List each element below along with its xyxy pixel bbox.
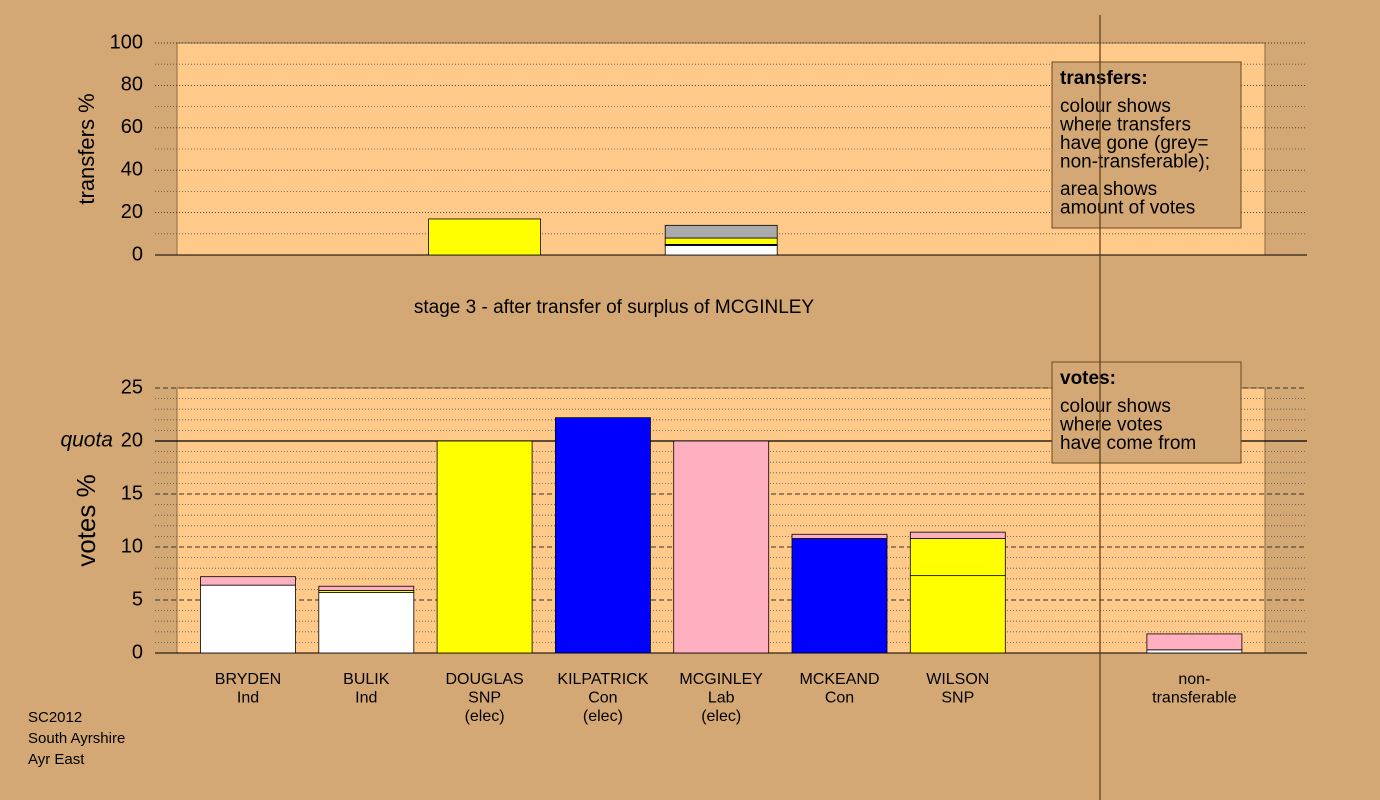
legend-text: colour shows (1060, 96, 1171, 117)
x-tick-label: WILSON (926, 671, 989, 688)
footer-text: Ayr East (28, 751, 85, 768)
bar-segment (555, 417, 651, 654)
bar-segment (1146, 633, 1243, 651)
legend-text: colour shows (1060, 396, 1171, 417)
y-tick-label: 0 (132, 243, 143, 265)
bar-segment (664, 224, 778, 239)
legend-box (1051, 61, 1242, 229)
legend-text: area shows (1060, 179, 1157, 200)
chart-subtitle: stage 3 - after transfer of surplus of M… (414, 297, 815, 318)
bar-segment (200, 576, 296, 586)
y-axis-label: votes % (71, 474, 101, 567)
legend-title: transfers: (1060, 68, 1148, 89)
bar-segment (200, 584, 296, 654)
y-tick-label: 80 (121, 74, 143, 96)
legend-box (1051, 361, 1242, 464)
y-tick-label: 100 (110, 31, 143, 53)
y-tick-label: 40 (121, 158, 143, 180)
x-tick-label: DOUGLAS (445, 671, 523, 688)
x-tick-label: SNP (941, 690, 974, 707)
bar-segment (909, 538, 1006, 577)
bar-segment (909, 575, 1006, 654)
bar-segment (318, 585, 415, 591)
bar-segment (791, 538, 888, 654)
legend-text: where votes (1059, 415, 1162, 436)
x-tick-label: Lab (708, 690, 735, 707)
y-tick-label: 20 (121, 429, 143, 451)
x-tick-label: BULIK (343, 671, 390, 688)
legend-text: non-transferable); (1060, 152, 1210, 173)
bar-segment (664, 245, 778, 256)
x-tick-label: Con (588, 690, 617, 707)
x-tick-label: (elec) (465, 708, 505, 725)
y-tick-label: 10 (121, 535, 143, 557)
bar-segment (673, 440, 770, 654)
x-tick-label: KILPATRICK (557, 671, 648, 688)
bar-segment (428, 218, 542, 256)
x-tick-label: MCKEAND (799, 671, 879, 688)
quota-label: quota (60, 429, 113, 452)
bar-segment (1146, 649, 1243, 654)
legend-text: amount of votes (1060, 198, 1195, 219)
x-tick-label: Con (825, 690, 854, 707)
legend-title: votes: (1060, 368, 1116, 389)
bar-segment (436, 440, 533, 654)
footer-text: South Ayrshire (28, 730, 125, 747)
bar-segment (909, 531, 1006, 539)
y-tick-label: 25 (121, 376, 143, 398)
x-tick-label: (elec) (701, 708, 741, 725)
legend-text: have gone (grey= (1060, 133, 1208, 154)
legend-text: where transfers (1059, 115, 1191, 136)
x-tick-label: transferable (1152, 690, 1237, 707)
x-tick-label: Ind (237, 690, 259, 707)
y-tick-label: 15 (121, 482, 143, 504)
bar-segment (664, 237, 778, 245)
bar-segment (791, 533, 888, 539)
bar-segment (318, 592, 415, 654)
y-tick-label: 5 (132, 588, 143, 610)
y-tick-label: 20 (121, 201, 143, 223)
x-tick-label: BRYDEN (215, 671, 281, 688)
y-tick-label: 60 (121, 116, 143, 138)
x-tick-label: (elec) (583, 708, 623, 725)
x-tick-label: Ind (355, 690, 377, 707)
x-tick-label: MCGINLEY (679, 671, 763, 688)
x-tick-label: non- (1178, 671, 1210, 688)
x-tick-label: SNP (468, 690, 501, 707)
y-tick-label: 0 (132, 641, 143, 663)
y-axis-label: transfers % (74, 93, 99, 204)
legend-text: have come from (1060, 433, 1196, 454)
footer-text: SC2012 (28, 709, 82, 726)
